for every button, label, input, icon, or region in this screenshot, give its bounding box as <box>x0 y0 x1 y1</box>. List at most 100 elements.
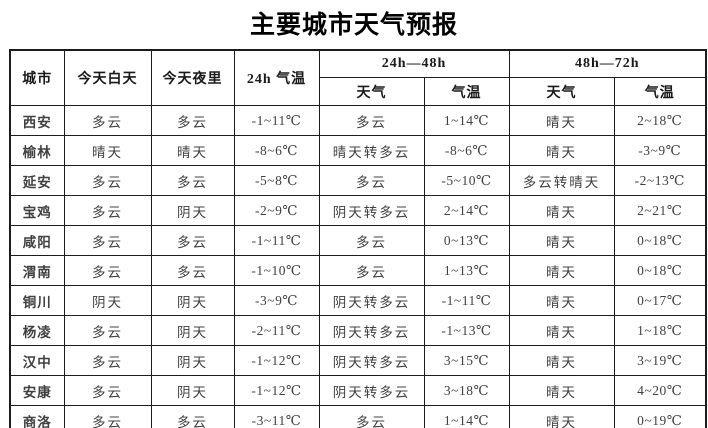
today-night-cell: 多云 <box>150 225 235 256</box>
weather-48-72-cell: 晴天 <box>508 285 615 316</box>
today-night-cell: 阴天 <box>150 195 235 226</box>
page-title: 主要城市天气预报 <box>249 12 458 39</box>
header-today-night: 今天夜里 <box>150 49 235 106</box>
today-day-cell: 晴天 <box>63 135 152 166</box>
city-cell: 渭南 <box>9 255 65 286</box>
today-night-cell: 多云 <box>150 105 235 136</box>
city-cell: 汉中 <box>9 345 65 376</box>
temp-24-48-cell: -1~11℃ <box>423 285 510 316</box>
weather-forecast-table: 城市 今天白天 今天夜里 24h 气温 24h—48h 48h—72h 天气 气… <box>9 49 707 428</box>
today-night-cell: 多云 <box>150 165 235 196</box>
temp-48-72-cell: 2~21℃ <box>613 195 707 226</box>
today-night-cell: 多云 <box>150 405 235 428</box>
temp-24h-cell: -2~9℃ <box>233 195 320 226</box>
today-night-cell: 阴天 <box>150 345 235 376</box>
temp-48-72-cell: 0~18℃ <box>613 225 707 256</box>
header-weather-48-72: 天气 <box>508 77 615 106</box>
temp-24h-cell: -1~11℃ <box>233 225 320 256</box>
temp-24-48-cell: 1~14℃ <box>423 405 510 428</box>
today-day-cell: 多云 <box>63 165 152 196</box>
header-range-24-48: 24h—48h <box>318 49 510 78</box>
table-row: 渭南 多云 多云 -1~10℃ 多云 1~13℃ 晴天 0~18℃ <box>9 255 707 286</box>
weather-48-72-cell: 晴天 <box>508 135 615 166</box>
temp-24-48-cell: -1~13℃ <box>423 315 510 346</box>
weather-24-48-cell: 阴天转多云 <box>318 195 425 226</box>
temp-48-72-cell: -2~13℃ <box>613 165 707 196</box>
weather-48-72-cell: 晴天 <box>508 345 615 376</box>
temp-48-72-cell: 0~17℃ <box>613 285 707 316</box>
temp-48-72-cell: 3~19℃ <box>613 345 707 376</box>
temp-24h-cell: -3~11℃ <box>233 405 320 428</box>
city-cell: 宝鸡 <box>9 195 65 226</box>
temp-48-72-cell: 1~18℃ <box>613 315 707 346</box>
weather-48-72-cell: 多云转晴天 <box>508 165 615 196</box>
table-row: 西安 多云 多云 -1~11℃ 多云 1~14℃ 晴天 2~18℃ <box>9 105 707 136</box>
weather-48-72-cell: 晴天 <box>508 225 615 256</box>
table-header: 城市 今天白天 今天夜里 24h 气温 24h—48h 48h—72h 天气 气… <box>9 49 707 106</box>
temp-48-72-cell: -3~9℃ <box>613 135 707 166</box>
city-cell: 铜川 <box>9 285 65 316</box>
city-cell: 杨凌 <box>9 315 65 346</box>
city-cell: 西安 <box>9 105 65 136</box>
today-day-cell: 阴天 <box>63 285 152 316</box>
weather-24-48-cell: 多云 <box>318 165 425 196</box>
today-day-cell: 多云 <box>63 375 152 406</box>
city-cell: 延安 <box>9 165 65 196</box>
temp-24-48-cell: 1~13℃ <box>423 255 510 286</box>
weather-table-body: 西安 多云 多云 -1~11℃ 多云 1~14℃ 晴天 2~18℃ 榆林 晴天 晴天 -8~6℃ 晴天转… <box>9 105 707 428</box>
table-row: 铜川 阴天 阴天 -3~9℃ 阴天转多云 -1~11℃ 晴天 0~17℃ <box>9 285 707 316</box>
weather-24-48-cell: 多云 <box>318 105 425 136</box>
weather-48-72-cell: 晴天 <box>508 255 615 286</box>
temp-24h-cell: -5~8℃ <box>233 165 320 196</box>
today-day-cell: 多云 <box>63 315 152 346</box>
temp-48-72-cell: 0~19℃ <box>613 405 707 428</box>
city-cell: 榆林 <box>9 135 65 166</box>
weather-24-48-cell: 阴天转多云 <box>318 315 425 346</box>
header-range-48-72: 48h—72h <box>508 49 707 78</box>
weather-48-72-cell: 晴天 <box>508 105 615 136</box>
today-day-cell: 多云 <box>63 225 152 256</box>
weather-48-72-cell: 晴天 <box>508 405 615 428</box>
weather-24-48-cell: 阴天转多云 <box>318 285 425 316</box>
weather-24-48-cell: 多云 <box>318 405 425 428</box>
temp-48-72-cell: 2~18℃ <box>613 105 707 136</box>
today-night-cell: 阴天 <box>150 285 235 316</box>
today-night-cell: 阴天 <box>150 375 235 406</box>
temp-24h-cell: -1~12℃ <box>233 345 320 376</box>
today-day-cell: 多云 <box>63 255 152 286</box>
temp-24-48-cell: 2~14℃ <box>423 195 510 226</box>
city-cell: 商洛 <box>9 405 65 428</box>
today-night-cell: 晴天 <box>150 135 235 166</box>
temp-24-48-cell: 3~18℃ <box>423 375 510 406</box>
table-row: 安康 多云 阴天 -1~12℃ 阴天转多云 3~18℃ 晴天 4~20℃ <box>9 375 707 406</box>
temp-48-72-cell: 0~18℃ <box>613 255 707 286</box>
temp-24-48-cell: 0~13℃ <box>423 225 510 256</box>
today-night-cell: 阴天 <box>150 315 235 346</box>
header-temp-24-48: 气温 <box>423 77 510 106</box>
today-day-cell: 多云 <box>63 405 152 428</box>
today-day-cell: 多云 <box>63 105 152 136</box>
temp-24h-cell: -1~11℃ <box>233 105 320 136</box>
weather-24-48-cell: 阴天转多云 <box>318 345 425 376</box>
header-today-day: 今天白天 <box>63 49 152 106</box>
temp-24h-cell: -2~11℃ <box>233 315 320 346</box>
city-cell: 安康 <box>9 375 65 406</box>
temp-24h-cell: -1~12℃ <box>233 375 320 406</box>
table-row: 汉中 多云 阴天 -1~12℃ 阴天转多云 3~15℃ 晴天 3~19℃ <box>9 345 707 376</box>
temp-24-48-cell: 1~14℃ <box>423 105 510 136</box>
header-city: 城市 <box>9 49 65 106</box>
weather-48-72-cell: 晴天 <box>508 195 615 226</box>
weather-24-48-cell: 多云 <box>318 225 425 256</box>
table-row: 商洛 多云 多云 -3~11℃ 多云 1~14℃ 晴天 0~19℃ <box>9 405 707 428</box>
header-temp-48-72: 气温 <box>613 77 707 106</box>
today-day-cell: 多云 <box>63 195 152 226</box>
today-day-cell: 多云 <box>63 345 152 376</box>
weather-48-72-cell: 晴天 <box>508 315 615 346</box>
table-row: 榆林 晴天 晴天 -8~6℃ 晴天转多云 -8~6℃ 晴天 -3~9℃ <box>9 135 707 166</box>
temp-24h-cell: -8~6℃ <box>233 135 320 166</box>
weather-24-48-cell: 阴天转多云 <box>318 375 425 406</box>
temp-48-72-cell: 4~20℃ <box>613 375 707 406</box>
table-row: 咸阳 多云 多云 -1~11℃ 多云 0~13℃ 晴天 0~18℃ <box>9 225 707 256</box>
table-row: 宝鸡 多云 阴天 -2~9℃ 阴天转多云 2~14℃ 晴天 2~21℃ <box>9 195 707 226</box>
temp-24-48-cell: -5~10℃ <box>423 165 510 196</box>
